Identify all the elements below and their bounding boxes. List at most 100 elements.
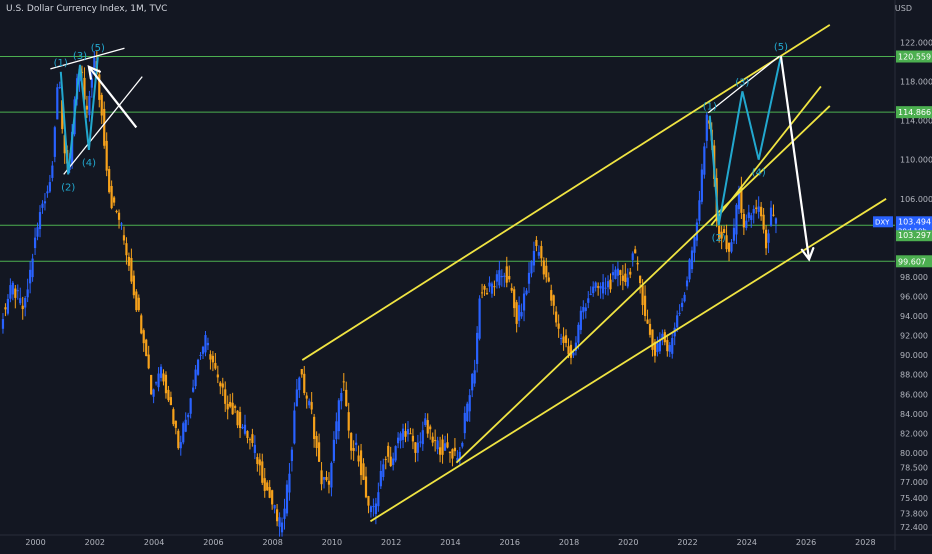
candle-body [51,165,54,178]
candle-body [189,398,192,414]
price-level-badges: 120.559 114.866 99.607 [896,50,932,268]
candle-body [708,120,711,124]
price-level-badge [896,50,932,63]
candle-body [703,146,706,175]
candle-body [466,403,469,422]
candle-body [315,436,318,449]
candle-body [14,288,17,298]
candle-body [122,235,126,241]
candle-body [327,480,331,485]
candle-body [43,201,47,204]
candle-body [436,440,439,450]
candle-body [755,207,758,209]
candle-body [83,77,86,100]
candle-body [31,258,34,278]
candle-body [303,373,306,393]
candle-body [434,439,437,442]
candle-body [147,354,150,369]
candle-body [4,307,7,310]
candle-body [85,105,89,110]
y-tick-label: 82.000 [900,429,928,438]
y-tick-label: 106.000 [900,195,932,204]
candle-body [740,186,743,213]
candle-body [258,459,261,466]
candle-body [184,419,187,432]
wedge-line [707,55,780,114]
candle-body [26,289,29,298]
candle-body [357,455,360,462]
candle-body [41,203,44,208]
candle-body [263,478,266,491]
candle-body [572,352,575,356]
candle-body [169,397,172,405]
arrow-shaft [779,55,811,260]
candle-body [656,343,659,353]
candle-body [21,305,24,310]
x-tick-label: 2008 [262,538,282,547]
candle-body [594,282,597,288]
y-tick-label: 118.000 [900,78,932,87]
candle-body [505,266,508,283]
candle-body [606,281,610,288]
candle-body [537,252,540,256]
candle-body [362,463,365,480]
y-tick-label: 78.500 [900,464,928,473]
candle-body [369,506,373,513]
candle-body [46,191,49,194]
price-level-badge-text: 120.559 [898,53,931,62]
candle-body [377,492,380,507]
candle-body [90,78,93,88]
x-tick-label: 2006 [203,538,223,547]
candle-body [456,457,459,461]
candle-body [478,298,481,339]
candle-body [414,442,417,453]
candle-body [747,212,750,219]
candle-body [1,319,5,329]
candle-body [685,280,689,287]
wave-label: (4) [752,168,766,179]
wedge-line [50,47,125,70]
candle-body [167,389,170,401]
candle-body [718,225,721,240]
candle-body [431,436,434,443]
candle-body [100,94,103,116]
candle-body [653,341,657,356]
wave-label: (3) [73,51,87,62]
candle-body [142,330,145,344]
candle-body [661,333,664,340]
candle-body [723,229,726,233]
candle-body [305,395,308,399]
candle-body [234,406,237,408]
candle-body [253,444,256,453]
candle-body [772,214,775,216]
wedge-line [63,76,143,175]
candle-body [527,272,531,284]
candle-body [473,370,476,384]
candle-body [135,291,138,311]
candle-body [325,476,328,481]
candle-body [285,484,289,514]
candle-body [332,439,335,461]
arrow-head [800,247,815,262]
candle-body [525,290,528,295]
candle-body [352,448,355,451]
candle-body [293,410,296,444]
trend-lines [50,24,887,523]
x-tick-label: 2016 [500,538,520,547]
candle-body [246,431,249,438]
y-tick-label: 114.000 [900,117,932,126]
wave-label: (3) [735,77,749,88]
wave-label: (5) [774,42,788,53]
price-level-badge [896,230,932,242]
candle-body [71,131,74,165]
candle-body [359,450,363,476]
candle-body [273,505,276,509]
candle-body [601,282,605,294]
channel-line [455,105,831,464]
y-axis-ticks: 72.400 73.800 75.400 77.000 78.500 80.000 82.0… [900,38,932,532]
candle-body [271,490,274,505]
candle-body [187,414,190,418]
